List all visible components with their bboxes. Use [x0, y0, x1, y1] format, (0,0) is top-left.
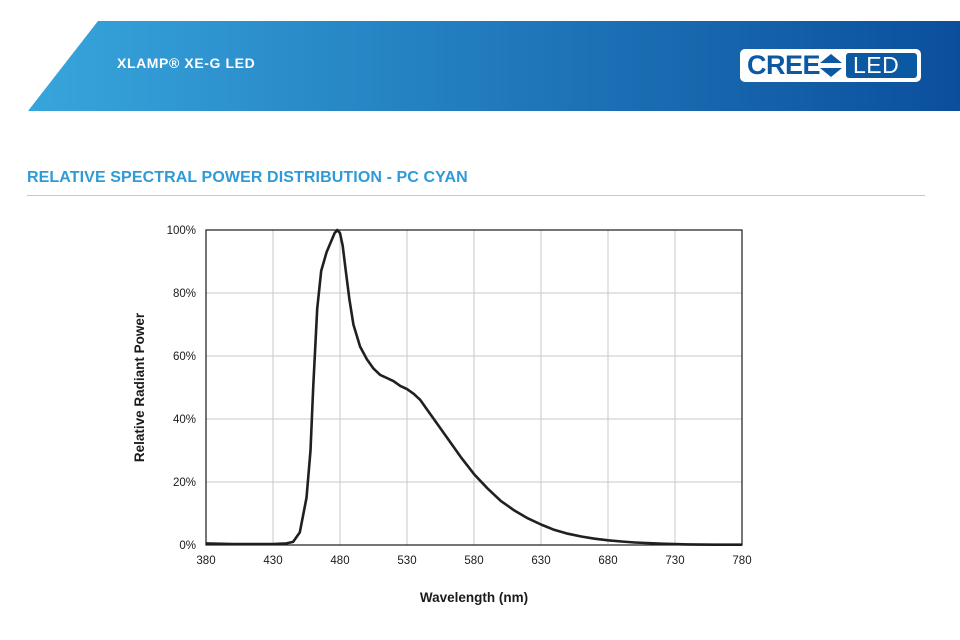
section-divider [27, 195, 925, 196]
chart-grid [206, 230, 742, 545]
header-banner [28, 21, 960, 111]
y-tick-label: 100% [167, 225, 196, 237]
series-line [205, 228, 742, 546]
y-tick-label: 40% [173, 414, 196, 426]
x-tick-label: 730 [665, 555, 684, 567]
logo-arrows-icon [820, 54, 842, 77]
y-tick-label: 60% [173, 351, 196, 363]
y-axis-title: Relative Radiant Power [132, 312, 147, 462]
product-title: XLAMP® XE-G LED [117, 55, 256, 71]
x-tick-label: 780 [732, 555, 751, 567]
cree-led-logo: CREE LED [740, 49, 921, 82]
section-title: RELATIVE SPECTRAL POWER DISTRIBUTION - P… [27, 169, 468, 186]
y-tick-label: 0% [179, 540, 196, 552]
y-tick-label: 20% [173, 477, 196, 489]
x-tick-label: 480 [330, 555, 349, 567]
x-axis-title: Wavelength (nm) [420, 590, 528, 605]
x-tick-label: 530 [397, 555, 416, 567]
logo-led-box: LED [846, 53, 917, 78]
logo-brand-text: CREE [747, 50, 821, 80]
x-tick-label: 430 [263, 555, 282, 567]
x-tick-label: 580 [464, 555, 483, 567]
logo-suffix-text: LED [853, 52, 900, 78]
banner-shape [28, 21, 960, 111]
x-tick-label: 680 [598, 555, 617, 567]
y-tick-label: 80% [173, 288, 196, 300]
chart-tick-labels: 380 430 480 530 580 630 680 730 780 0% 20% 40% 60% 80… [167, 225, 752, 567]
x-tick-label: 630 [531, 555, 550, 567]
plot-frame [205, 229, 743, 546]
x-tick-label: 380 [196, 555, 215, 567]
